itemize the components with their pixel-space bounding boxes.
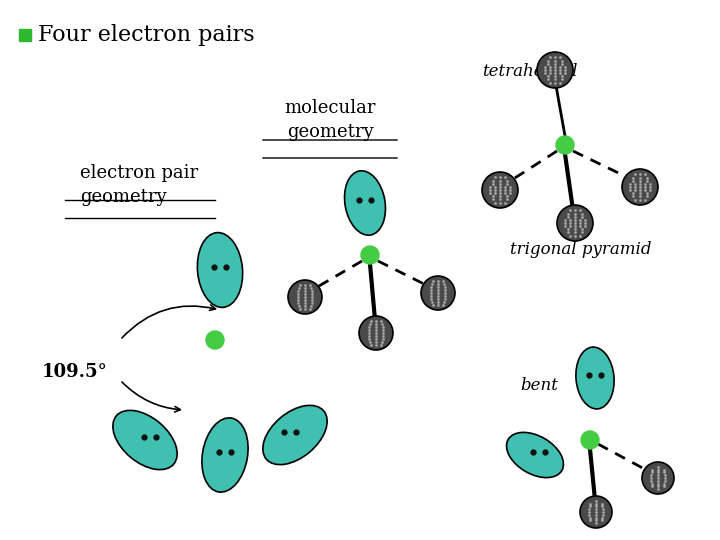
Circle shape xyxy=(206,331,224,349)
Circle shape xyxy=(421,276,455,310)
Circle shape xyxy=(557,205,593,241)
Circle shape xyxy=(482,172,518,208)
Text: trigonal pyramid: trigonal pyramid xyxy=(510,241,652,259)
Ellipse shape xyxy=(113,410,177,470)
Text: Four electron pairs: Four electron pairs xyxy=(38,24,255,46)
Text: bent: bent xyxy=(520,376,558,394)
Circle shape xyxy=(537,52,573,88)
Circle shape xyxy=(581,431,599,449)
Text: molecular
geometry: molecular geometry xyxy=(284,99,376,141)
Ellipse shape xyxy=(263,406,327,464)
Text: tetrahedral: tetrahedral xyxy=(482,64,577,80)
Ellipse shape xyxy=(576,347,614,409)
Text: electron pair
geometry: electron pair geometry xyxy=(80,164,198,206)
Ellipse shape xyxy=(197,233,243,307)
Circle shape xyxy=(288,280,322,314)
Ellipse shape xyxy=(202,418,248,492)
Circle shape xyxy=(580,496,612,528)
Circle shape xyxy=(642,462,674,494)
Circle shape xyxy=(361,246,379,264)
Ellipse shape xyxy=(507,433,564,477)
Text: 109.5°: 109.5° xyxy=(42,363,108,381)
Circle shape xyxy=(622,169,658,205)
Circle shape xyxy=(556,136,574,154)
Ellipse shape xyxy=(344,171,385,235)
Circle shape xyxy=(359,316,393,350)
